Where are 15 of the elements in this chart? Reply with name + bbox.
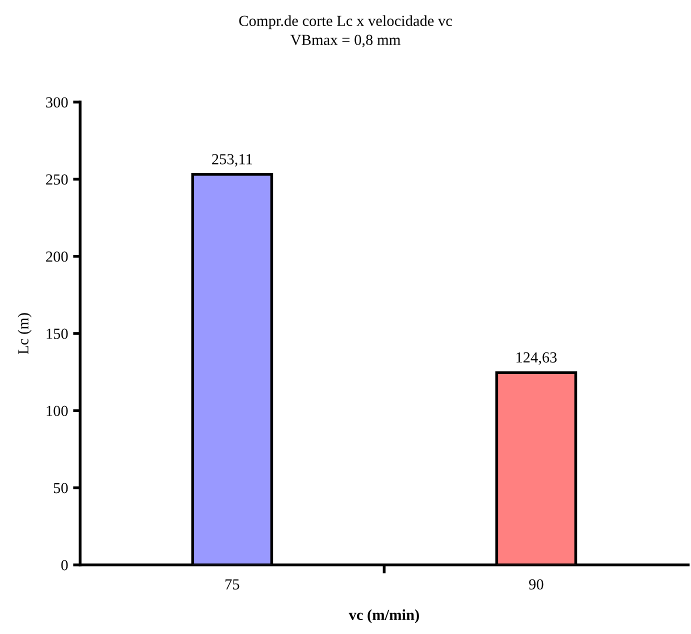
chart-subtitle: VBmax = 0,8 mm [290,34,400,48]
data-label: 253,11 [212,154,252,167]
y-tick-label: 100 [46,406,68,416]
y-tick-label: 300 [46,97,68,108]
y-tick-label: 200 [46,251,68,262]
y-tick-label: 250 [46,174,68,185]
chart-title: Compr.de corte Lc x velocidade vc [239,15,452,30]
y-tick-label: 150 [46,328,68,339]
x-tick-label: 75 [226,579,240,590]
x-axis-title: vc (m/min) [348,609,419,624]
y-tick-label: 0 [61,560,68,570]
data-label: 124,63 [516,352,557,365]
x-tick-label: 90 [529,579,544,590]
y-axis-title: Lc (m) [18,313,32,354]
y-tick-label: 50 [54,482,68,494]
